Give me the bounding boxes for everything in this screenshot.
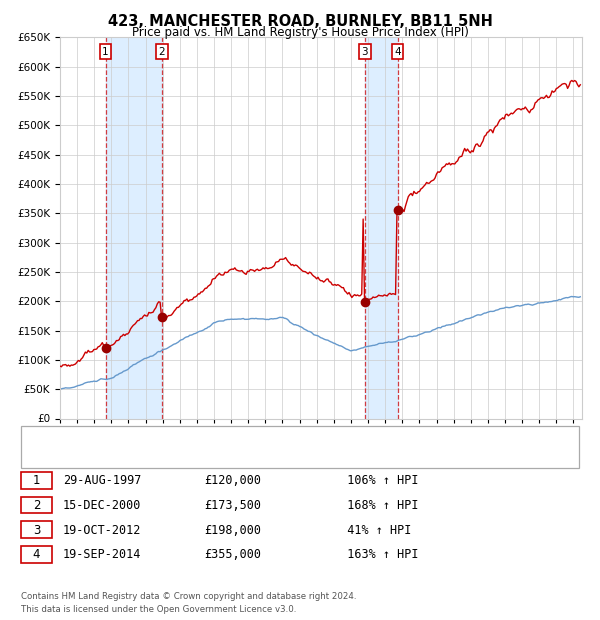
Text: Contains HM Land Registry data © Crown copyright and database right 2024.: Contains HM Land Registry data © Crown c… — [21, 592, 356, 601]
Text: 19-SEP-2014: 19-SEP-2014 — [63, 549, 142, 561]
Text: 19-OCT-2012: 19-OCT-2012 — [63, 524, 142, 536]
Text: 163% ↑ HPI: 163% ↑ HPI — [333, 549, 419, 561]
Text: 15-DEC-2000: 15-DEC-2000 — [63, 499, 142, 511]
Bar — [106, 37, 162, 418]
Text: This data is licensed under the Open Government Licence v3.0.: This data is licensed under the Open Gov… — [21, 604, 296, 614]
Text: 3: 3 — [33, 524, 40, 536]
Bar — [365, 37, 398, 418]
Text: £120,000: £120,000 — [204, 474, 261, 487]
Text: HPI: Average price, detached house, Burnley: HPI: Average price, detached house, Burn… — [72, 451, 305, 461]
Text: 1: 1 — [33, 474, 40, 487]
Text: 168% ↑ HPI: 168% ↑ HPI — [333, 499, 419, 511]
Text: 423, MANCHESTER ROAD, BURNLEY, BB11 5NH: 423, MANCHESTER ROAD, BURNLEY, BB11 5NH — [107, 14, 493, 29]
Text: 1: 1 — [102, 47, 109, 57]
Text: 29-AUG-1997: 29-AUG-1997 — [63, 474, 142, 487]
Text: 106% ↑ HPI: 106% ↑ HPI — [333, 474, 419, 487]
Text: £173,500: £173,500 — [204, 499, 261, 511]
Text: 4: 4 — [394, 47, 401, 57]
Text: 41% ↑ HPI: 41% ↑ HPI — [333, 524, 412, 536]
Text: 3: 3 — [361, 47, 368, 57]
Text: £198,000: £198,000 — [204, 524, 261, 536]
Text: 423, MANCHESTER ROAD, BURNLEY, BB11 5NH (detached house): 423, MANCHESTER ROAD, BURNLEY, BB11 5NH … — [72, 433, 413, 443]
Text: 2: 2 — [158, 47, 166, 57]
Text: £355,000: £355,000 — [204, 549, 261, 561]
Text: 2: 2 — [33, 499, 40, 511]
Text: Price paid vs. HM Land Registry's House Price Index (HPI): Price paid vs. HM Land Registry's House … — [131, 26, 469, 39]
Text: 4: 4 — [33, 549, 40, 561]
